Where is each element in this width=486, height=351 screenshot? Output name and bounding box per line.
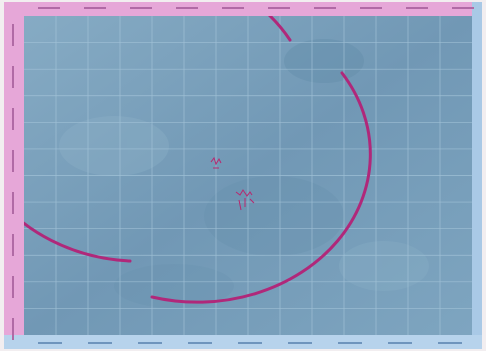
graticule-tick-mark (130, 7, 152, 9)
graticule-tick-mark (338, 342, 362, 344)
left-graticule-border (4, 2, 24, 349)
circle-annotation-arc (24, 16, 292, 263)
graticule-tick-mark (438, 342, 462, 344)
map-frame (4, 2, 482, 349)
graticule-tick-mark (38, 7, 60, 9)
graticule-tick-mark (238, 342, 262, 344)
graticule-tick-mark (12, 192, 14, 214)
map-grid (24, 16, 472, 335)
graticule-tick-mark (12, 108, 14, 130)
target-marker-center (235, 189, 255, 211)
target-marker-upper (210, 156, 222, 169)
satellite-map-area[interactable] (24, 16, 472, 335)
graticule-tick-mark (452, 7, 474, 9)
graticule-tick-mark (268, 7, 290, 9)
right-graticule-border (472, 2, 482, 349)
terrain-texture (59, 39, 429, 308)
graticule-tick-mark (288, 342, 312, 344)
graticule-tick-mark (12, 66, 14, 88)
graticule-tick-mark (176, 7, 198, 9)
graticule-tick-mark (406, 7, 428, 9)
graticule-tick-mark (388, 342, 412, 344)
graticule-tick-mark (84, 7, 106, 9)
graticule-tick-mark (38, 342, 62, 344)
graticule-tick-mark (138, 342, 162, 344)
circle-annotation-arc-lower (150, 71, 372, 304)
map-canvas[interactable] (24, 16, 472, 335)
top-graticule-border (4, 2, 482, 16)
graticule-tick-mark (314, 7, 336, 9)
graticule-tick-mark (12, 150, 14, 172)
graticule-tick-mark (88, 342, 112, 344)
graticule-tick-mark (12, 234, 14, 256)
graticule-tick-mark (12, 24, 14, 46)
graticule-tick-mark (12, 276, 14, 298)
graticule-tick-mark (12, 318, 14, 340)
graticule-tick-mark (188, 342, 212, 344)
graticule-tick-mark (222, 7, 244, 9)
graticule-tick-mark (360, 7, 382, 9)
